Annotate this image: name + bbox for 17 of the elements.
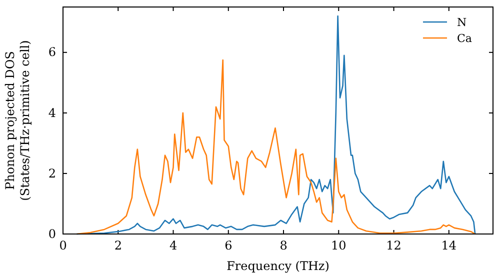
x-tick-label: 8 <box>280 238 288 253</box>
x-tick-label: 6 <box>224 238 232 253</box>
x-tick-label: 14 <box>441 238 457 253</box>
x-axis-title: Frequency (THz) <box>226 259 330 273</box>
legend-label: Ca <box>457 32 472 45</box>
y-tick-label: 2 <box>48 166 56 180</box>
y-tick-label: 6 <box>48 45 56 60</box>
line-series <box>76 59 476 235</box>
y-tick-label: 0 <box>48 226 56 241</box>
x-tick-label: 4 <box>169 238 178 253</box>
y-axis-title: Phonon projected DOS (States/THz·primitive cell) <box>3 40 32 201</box>
x-tick-label: 10 <box>331 238 346 253</box>
x-tick-label: 2 <box>114 238 122 253</box>
y-tick-label: 4 <box>48 106 56 120</box>
x-tick-label: 0 <box>59 238 67 253</box>
legend-label: N <box>457 16 467 29</box>
x-tick-label: 12 <box>386 238 402 253</box>
